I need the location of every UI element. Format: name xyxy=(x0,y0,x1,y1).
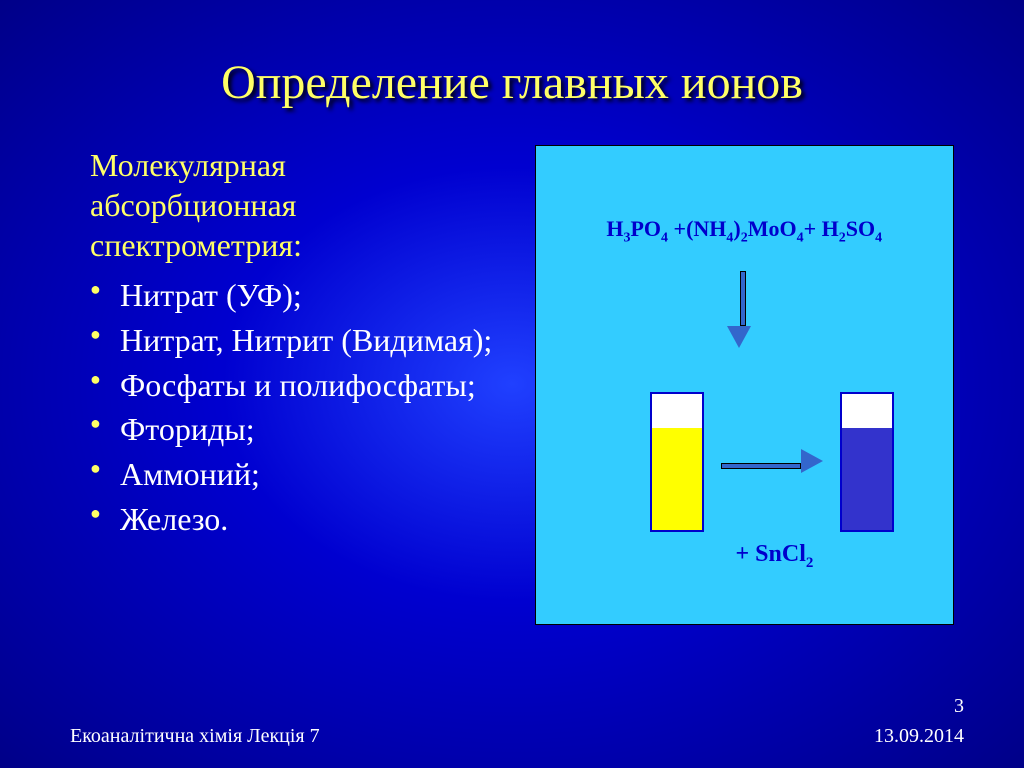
reaction-formula: H3PO4 +(NH4)2MoO4+ H2SO4 xyxy=(536,216,954,246)
list-item: Нитрат, Нитрит (Видимая); xyxy=(90,318,510,363)
list-item: Фосфаты и полифосфаты; xyxy=(90,363,510,408)
footer: Екоаналітична хімія Лекція 7 13.09.2014 xyxy=(0,725,1024,748)
content-area: Молекулярная абсорбционная спектрометрия… xyxy=(0,110,1024,625)
list-item: Нитрат (УФ); xyxy=(90,273,510,318)
arrow-right-icon xyxy=(721,456,823,474)
left-column: Молекулярная абсорбционная спектрометрия… xyxy=(90,145,510,625)
list-item: Фториды; xyxy=(90,407,510,452)
arrow-down-icon xyxy=(736,271,751,348)
sncl-label: + SnCl2 xyxy=(736,541,814,572)
bullet-list: Нитрат (УФ); Нитрат, Нитрит (Видимая); Ф… xyxy=(90,273,510,542)
subhead-line: спектрометрия: xyxy=(90,227,302,263)
subhead-line: абсорбционная xyxy=(90,187,296,223)
page-number: 3 xyxy=(954,695,964,718)
list-item: Железо. xyxy=(90,497,510,542)
footer-right: 13.09.2014 xyxy=(874,725,964,748)
list-item: Аммоний; xyxy=(90,452,510,497)
subhead-line: Молекулярная xyxy=(90,147,286,183)
test-tube-blue xyxy=(840,392,894,532)
slide-title: Определение главных ионов xyxy=(0,0,1024,110)
tube-fill-yellow xyxy=(652,428,702,530)
subheading: Молекулярная абсорбционная спектрометрия… xyxy=(90,145,510,265)
diagram-panel: H3PO4 +(NH4)2MoO4+ H2SO4 + SnCl2 xyxy=(535,145,955,625)
test-tube-yellow xyxy=(650,392,704,532)
footer-left: Екоаналітична хімія Лекція 7 xyxy=(70,725,320,748)
tube-fill-blue xyxy=(842,428,892,530)
